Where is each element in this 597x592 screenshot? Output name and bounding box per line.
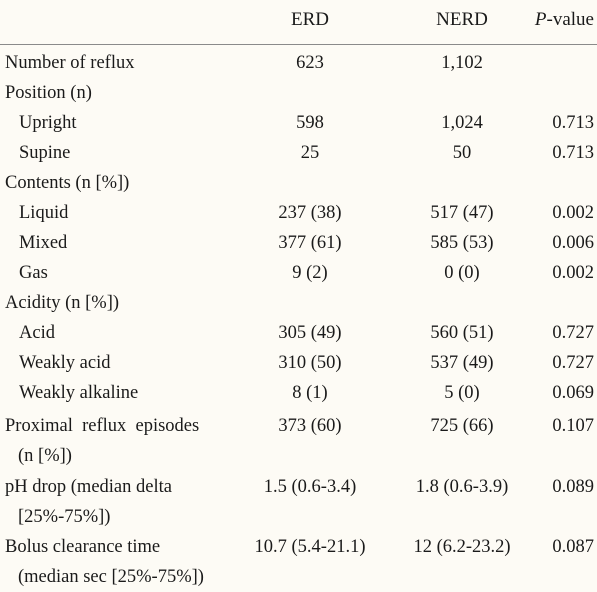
cell-p-value: 0.089: [552, 477, 594, 497]
table-row: pH drop (median delta [25%-75%]) 1.5 (0.6-…: [0, 472, 597, 527]
cell-erd: 10.7 (5.4-21.1): [254, 537, 366, 557]
row-label: Bolus clearance time: [5, 537, 161, 557]
row-label: Contents (n [%]): [5, 173, 130, 193]
cell-erd: 8 (1): [292, 383, 328, 403]
cell-erd: 310 (50): [278, 353, 342, 373]
row-label: Mixed: [19, 233, 68, 253]
cell-p-value: 0.087: [552, 537, 594, 557]
cell-p-value: 0.002: [552, 263, 594, 283]
table-row: Weakly alkaline 8 (1) 5 (0) 0.069: [0, 378, 597, 408]
row-label: Supine: [19, 143, 71, 163]
header-p-value: P-value: [528, 8, 594, 32]
cell-erd: 373 (60): [278, 416, 342, 436]
cell-nerd: 12 (6.2-23.2): [413, 537, 511, 557]
row-label-continued: (n [%]): [18, 446, 72, 466]
cell-nerd: 725 (66): [430, 416, 494, 436]
header-nerd: NERD: [436, 9, 488, 30]
table-row: Bolus clearance time (median sec [25%-75%…: [0, 532, 597, 587]
cell-erd: 237 (38): [278, 203, 342, 223]
header-erd: ERD: [291, 9, 329, 30]
cell-erd: 305 (49): [278, 323, 342, 343]
row-label-continued: [25%-75%]): [18, 507, 111, 527]
row-label: pH drop (median delta: [5, 477, 172, 497]
row-label: Upright: [19, 113, 77, 133]
cell-p-value: 0.727: [552, 353, 594, 373]
cell-p-value: 0.727: [552, 323, 594, 343]
row-label: Proximal reflux episodes: [5, 416, 200, 436]
row-label: Acidity (n [%]): [5, 293, 120, 313]
row-label: Weakly acid: [19, 353, 111, 373]
cell-p-value: 0.006: [552, 233, 594, 253]
row-label: Acid: [19, 323, 55, 343]
cell-erd: 377 (61): [278, 233, 342, 253]
table-row: Supine 25 50 0.713: [0, 138, 597, 168]
table-row: Acidity (n [%]): [0, 288, 597, 318]
table-row: Gas 9 (2) 0 (0) 0.002: [0, 258, 597, 288]
cell-p-value: 0.713: [552, 143, 594, 163]
cell-p-value: 0.069: [552, 383, 594, 403]
cell-nerd: 0 (0): [444, 263, 480, 283]
table-row: Position (n): [0, 78, 597, 108]
table-row: Upright 598 1,024 0.713: [0, 108, 597, 138]
row-label-continued: (median sec [25%-75%]): [18, 567, 204, 587]
cell-p-value: 0.713: [552, 113, 594, 133]
table-row: Liquid 237 (38) 517 (47) 0.002: [0, 198, 597, 228]
table-row: Mixed 377 (61) 585 (53) 0.006: [0, 228, 597, 258]
cell-nerd: 517 (47): [430, 203, 494, 223]
table-row: Weakly acid 310 (50) 537 (49) 0.727: [0, 348, 597, 378]
cell-erd: 623: [296, 53, 324, 73]
cell-p-value: 0.002: [552, 203, 594, 223]
cell-nerd: 1,024: [441, 113, 483, 133]
cell-p-value: 0.107: [552, 416, 594, 436]
cell-nerd: 537 (49): [430, 353, 494, 373]
row-label: Position (n): [5, 83, 92, 103]
header-rule: [0, 44, 597, 45]
cell-nerd: 1,102: [441, 53, 483, 73]
row-label: Weakly alkaline: [19, 383, 139, 403]
header-p-rest: -value: [546, 9, 594, 30]
cell-nerd: 1.8 (0.6-3.9): [415, 477, 509, 497]
cell-nerd: 5 (0): [444, 383, 480, 403]
cell-erd: 25: [300, 143, 320, 163]
cell-nerd: 50: [452, 143, 472, 163]
row-label: Number of reflux: [5, 53, 135, 73]
header-p-italic: P: [534, 9, 547, 30]
row-label: Gas: [19, 263, 48, 283]
table-row: Proximal reflux episodes (n [%]) 373 (60) 7…: [0, 411, 597, 466]
cell-erd: 9 (2): [292, 263, 328, 283]
table-row: Number of reflux 623 1,102: [0, 48, 597, 78]
row-label: Liquid: [19, 203, 69, 223]
cell-nerd: 560 (51): [430, 323, 494, 343]
cell-erd: 1.5 (0.6-3.4): [263, 477, 357, 497]
cell-erd: 598: [296, 113, 324, 133]
table-row: Acid 305 (49) 560 (51) 0.727: [0, 318, 597, 348]
cell-nerd: 585 (53): [430, 233, 494, 253]
table-row: Contents (n [%]): [0, 168, 597, 198]
